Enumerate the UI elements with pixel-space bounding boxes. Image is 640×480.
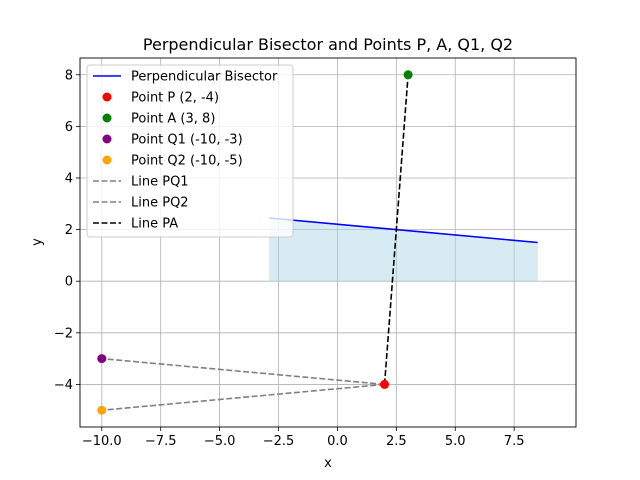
x-axis-label: x: [324, 456, 332, 471]
legend-label: Point A (3, 8): [131, 112, 215, 127]
legend: Perpendicular Bisector Point P (2, -4) Poi…: [86, 64, 294, 238]
legend-label: Line PQ1: [131, 175, 189, 190]
legend-label: Perpendicular Bisector: [131, 70, 278, 85]
y-tick-label: 6: [65, 120, 73, 135]
legend-marker-swatch: [102, 134, 112, 144]
y-tick-label: −2: [54, 326, 73, 341]
legend-marker-swatch: [102, 113, 112, 123]
y-tick-label: 2: [65, 223, 73, 238]
x-tick-label: −2.5: [263, 434, 295, 449]
point-q1: [97, 354, 107, 364]
legend-label: Line PQ2: [131, 196, 189, 211]
x-tick-label: 2.5: [386, 434, 407, 449]
legend-label: Point Q1 (-10, -3): [131, 133, 243, 148]
legend-box: [86, 64, 294, 238]
line-pa: [383, 74, 409, 385]
point-p: [380, 379, 390, 389]
y-tick-label: −4: [54, 378, 73, 393]
legend-label: Point P (2, -4): [131, 91, 219, 106]
x-tick-label: 7.5: [504, 434, 525, 449]
axes-frame: [79, 57, 577, 428]
point-a: [403, 70, 413, 80]
y-tick-label: 0: [65, 275, 73, 290]
shaded-region: [269, 217, 538, 282]
chart-title: Perpendicular Bisector and Points P, A, …: [143, 35, 513, 54]
legend-label: Line PA: [131, 217, 178, 232]
x-tick-label: −7.5: [145, 434, 177, 449]
x-tick-label: −10.0: [82, 434, 122, 449]
bisector-line: [269, 217, 538, 244]
line-pq1: [101, 357, 385, 386]
point-q2: [97, 405, 107, 415]
line-pq2: [101, 383, 385, 412]
y-tick-label: 4: [65, 171, 73, 186]
x-tick-label: 5.0: [445, 434, 466, 449]
x-tick-label: −5.0: [204, 434, 236, 449]
legend-label: Point Q2 (-10, -5): [131, 154, 243, 169]
legend-marker-swatch: [102, 155, 112, 165]
y-axis-label: y: [30, 238, 45, 246]
x-tick-label: 0.0: [327, 434, 348, 449]
y-tick-label: 8: [65, 68, 73, 83]
legend-marker-swatch: [102, 92, 112, 102]
